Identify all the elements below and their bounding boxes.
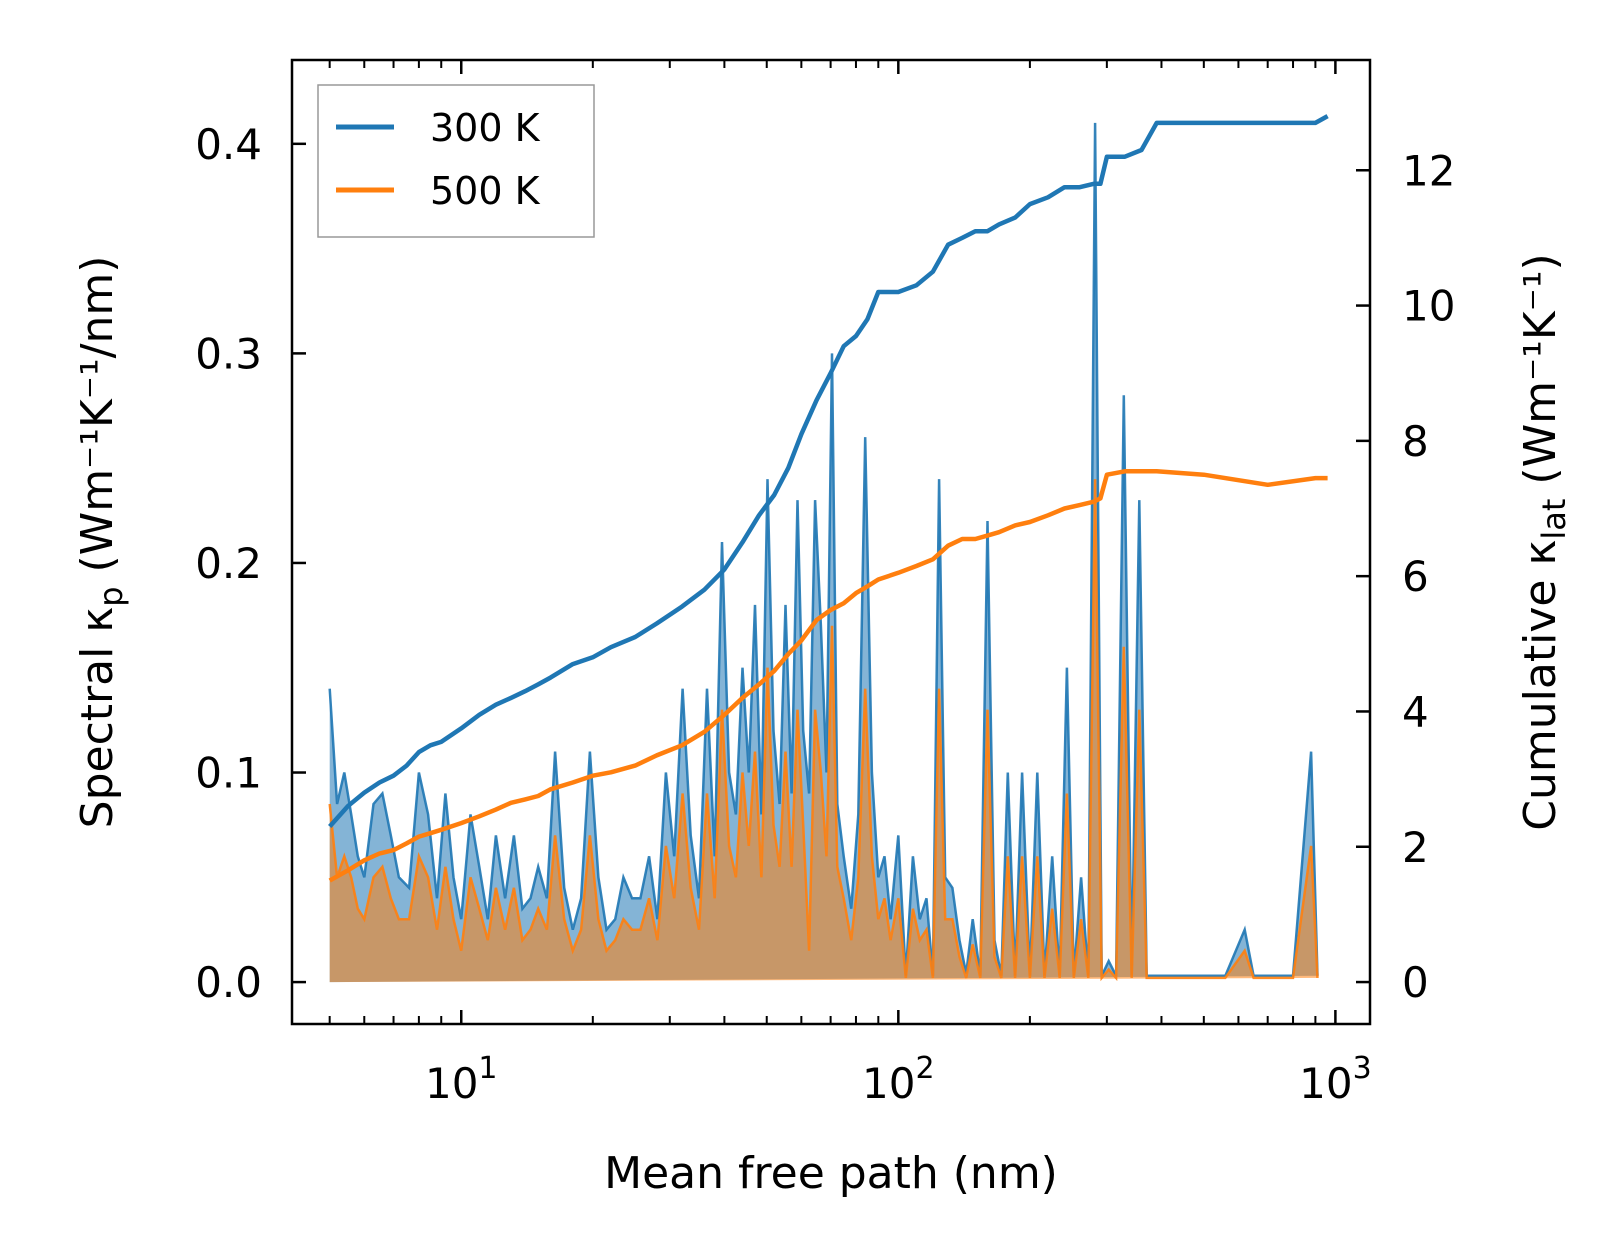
- y-axis-left-title: Spectral κp (Wm⁻¹K⁻¹/nm): [72, 256, 130, 829]
- x-tick-label: 103: [1299, 1051, 1372, 1108]
- y-left-units: (Wm⁻¹K⁻¹/nm): [72, 256, 123, 587]
- x-tick-label: 102: [862, 1051, 935, 1108]
- x-tick-label-base: 10: [1299, 1059, 1352, 1108]
- y-left-prefix: Spectral κ: [72, 607, 123, 829]
- legend-box: [317, 84, 595, 238]
- cumulative-line-500k: [328, 469, 1328, 883]
- y-right-tick-label: 6: [1402, 552, 1429, 601]
- x-tick-label-exponent: 1: [478, 1051, 497, 1086]
- legend: 300 K 500 K: [317, 84, 595, 238]
- x-axis-title: Mean free path (nm): [604, 1148, 1058, 1199]
- y-left-tick-label: 0.3: [195, 329, 262, 378]
- y-right-tick-label: 10: [1402, 282, 1455, 331]
- y-left-tick-label: 0.0: [195, 958, 262, 1007]
- y-right-tick-label: 0: [1402, 958, 1429, 1007]
- x-tick-label-base: 10: [862, 1059, 915, 1108]
- legend-label-500k: 500 K: [430, 169, 541, 213]
- x-tick-label-base: 10: [425, 1059, 478, 1108]
- y-right-tick-label: 4: [1402, 687, 1429, 736]
- y-right-subscript: lat: [1535, 499, 1573, 540]
- y-left-tick-label: 0.2: [195, 539, 262, 588]
- y-left-subscript: p: [92, 586, 130, 606]
- legend-label-300k: 300 K: [430, 106, 541, 150]
- y-right-tick-label: 2: [1402, 823, 1429, 872]
- spectral-line-500k: [328, 479, 1319, 982]
- y-right-tick-label: 12: [1402, 146, 1455, 195]
- y-right-units: (Wm⁻¹K⁻¹): [1515, 253, 1566, 498]
- spectral-line-300k: [328, 122, 1319, 978]
- x-tick-label-exponent: 2: [915, 1051, 934, 1086]
- y-axis-right-title: Cumulative κlat (Wm⁻¹K⁻¹): [1515, 253, 1573, 830]
- cumulative-line-300k: [328, 114, 1329, 828]
- y-left-tick-label: 0.1: [195, 749, 262, 798]
- spectral-area-500k: [329, 479, 1318, 983]
- y-right-tick-label: 8: [1402, 417, 1429, 466]
- y-left-tick-label: 0.4: [195, 120, 262, 169]
- x-tick-label-exponent: 3: [1353, 1051, 1372, 1086]
- x-tick-label: 101: [425, 1051, 498, 1108]
- y-right-prefix: Cumulative κ: [1515, 540, 1566, 831]
